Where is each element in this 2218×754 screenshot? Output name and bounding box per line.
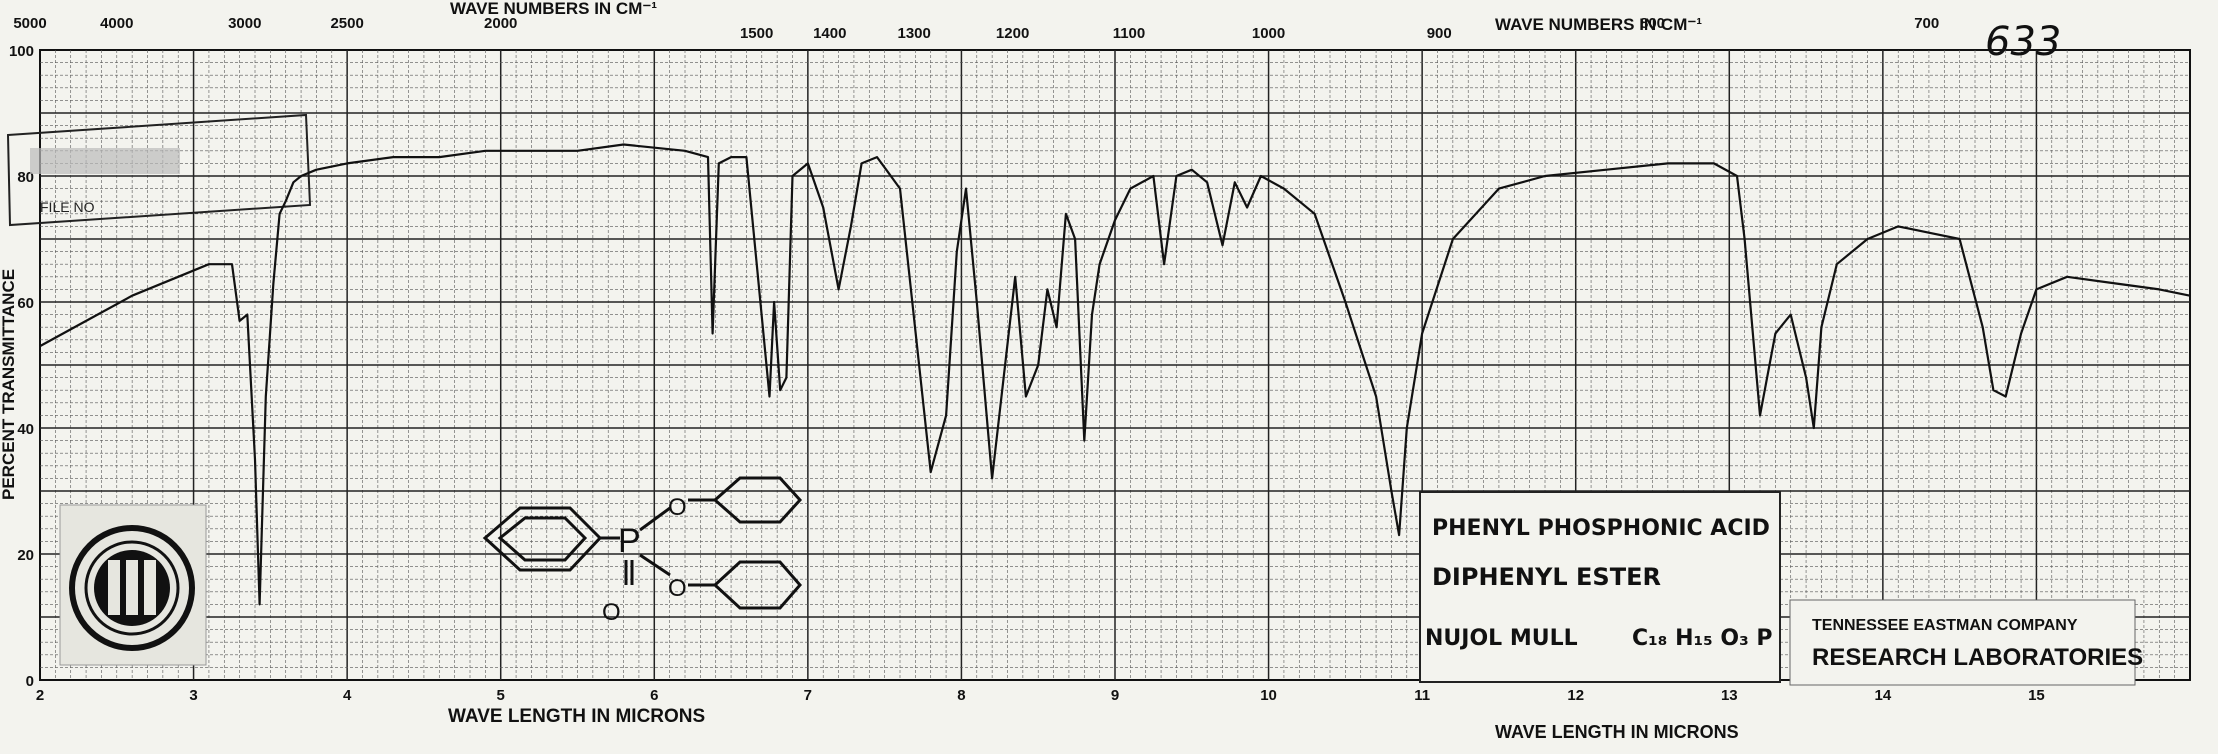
svg-text:P: P xyxy=(618,522,641,560)
top-axis-label-right: WAVE NUMBERS IN CM⁻¹ xyxy=(1495,15,1702,34)
y-tick-label: 0 xyxy=(26,673,34,690)
company-label-box: TENNESSEE EASTMAN COMPANY RESEARCH LABOR… xyxy=(1789,599,2143,686)
top-axis-label-left: WAVE NUMBERS IN CM⁻¹ xyxy=(450,0,657,18)
x-tick-label: 4 xyxy=(343,687,352,704)
x-tick-label: 12 xyxy=(1567,687,1584,704)
molecular-structure-diagram: P O O O xyxy=(482,476,803,626)
top-tick-label: 2500 xyxy=(330,15,363,32)
top-tick-label: 1100 xyxy=(1113,25,1146,42)
top-tick-label: 1200 xyxy=(996,25,1029,42)
x-tick-label: 3 xyxy=(189,687,197,704)
y-tick-label: 100 xyxy=(9,43,34,60)
compound-name-line1: PHENYL PHOSPHONIC ACID xyxy=(1432,516,1770,541)
x-tick-label: 8 xyxy=(957,687,965,704)
x-axis-label-right: WAVE LENGTH IN MICRONS xyxy=(1495,722,1739,742)
x-tick-label: 14 xyxy=(1875,687,1892,704)
spectrum-curve xyxy=(39,143,2191,606)
top-tick-label: 900 xyxy=(1427,25,1452,42)
top-tick-label: 800 xyxy=(1640,15,1665,32)
x-tick-label: 5 xyxy=(497,687,505,704)
top-tick-label: 700 xyxy=(1914,15,1939,32)
svg-text:O: O xyxy=(602,599,621,626)
company-name: TENNESSEE EASTMAN COMPANY xyxy=(1812,617,2078,634)
axes: 2 3 4 5 6 7 8 9 10 11 12 13 14 15 0 20 40 60 80 100 5000 4000… xyxy=(9,15,2045,704)
stamp-text: FILE NO xyxy=(40,199,95,215)
top-tick-label: 1400 xyxy=(813,25,846,42)
x-tick-label: 15 xyxy=(2028,687,2045,704)
grid xyxy=(39,49,2191,681)
lab-name: RESEARCH LABORATORIES xyxy=(1812,644,2143,671)
y-tick-label: 20 xyxy=(17,547,34,564)
y-axis-label: PERCENT TRANSMITTANCE xyxy=(0,269,18,500)
svg-text:O: O xyxy=(668,575,687,602)
sample-prep: NUJOL MULL xyxy=(1425,626,1578,651)
compound-name-line2: DIPHENYL ESTER xyxy=(1432,563,1661,591)
x-tick-label: 7 xyxy=(804,687,812,704)
x-axis-label-left: WAVE LENGTH IN MICRONS xyxy=(448,706,705,727)
company-seal-logo xyxy=(59,504,207,666)
molecular-formula: C₁₈ H₁₅ O₃ P xyxy=(1632,626,1773,651)
x-tick-label: 13 xyxy=(1721,687,1738,704)
top-tick-label: 1300 xyxy=(897,25,930,42)
file-stamp: FILE NO xyxy=(6,113,312,227)
y-tick-label: 40 xyxy=(17,421,34,438)
sample-label-box: PHENYL PHOSPHONIC ACID DIPHENYL ESTER NU… xyxy=(1419,491,1781,683)
top-tick-label: 1500 xyxy=(740,25,773,42)
x-tick-label: 6 xyxy=(650,687,658,704)
y-tick-label: 60 xyxy=(17,295,34,312)
x-tick-label: 9 xyxy=(1111,687,1119,704)
svg-text:O: O xyxy=(668,494,687,521)
x-tick-label: 11 xyxy=(1414,687,1430,704)
top-tick-label: 5000 xyxy=(13,15,46,32)
top-tick-label: 1000 xyxy=(1252,25,1285,42)
top-tick-label: 4000 xyxy=(100,15,133,32)
y-tick-label: 80 xyxy=(17,169,34,186)
top-tick-label: 3000 xyxy=(228,15,261,32)
x-tick-label: 2 xyxy=(36,687,44,704)
top-tick-label: 2000 xyxy=(484,15,517,32)
sheet-number: 633 xyxy=(1985,19,2061,65)
x-tick-label: 10 xyxy=(1260,687,1277,704)
